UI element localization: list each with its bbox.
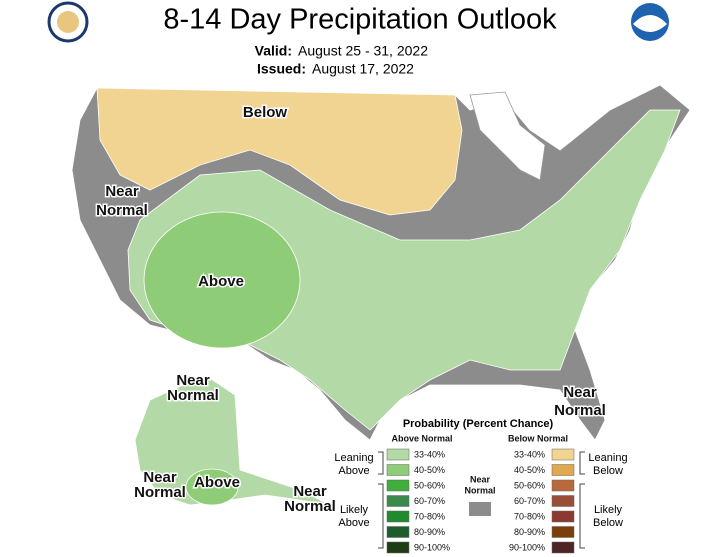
legend-swatch <box>386 448 410 461</box>
legend-swatch <box>551 541 575 554</box>
legend-swatch <box>386 479 410 492</box>
noaa-logo-wave <box>633 15 667 32</box>
legend-header: Below Normal <box>508 433 568 443</box>
doc-seal-center <box>57 11 79 33</box>
map-label: Near <box>293 483 327 500</box>
legend-swatch <box>551 448 575 461</box>
alaska-map <box>134 374 331 506</box>
legend-group: Normal <box>464 485 495 495</box>
legend-bin-label: 80-90% <box>514 527 545 537</box>
legend-group: Leaning <box>588 452 627 464</box>
great-lakes <box>469 91 546 181</box>
valid-label: Valid: <box>255 43 292 59</box>
legend-swatch <box>551 464 575 476</box>
legend-swatch <box>551 495 575 507</box>
legend-group: Leaning <box>334 452 373 464</box>
legend-group: Above <box>338 517 369 529</box>
legend-bin-label: 90-100% <box>414 542 450 552</box>
issued-label: Issued: <box>257 61 306 77</box>
legend-swatch <box>386 495 410 507</box>
conus-map <box>71 84 691 441</box>
alaska-leaning-above <box>134 374 331 506</box>
map-label: Normal <box>134 484 186 501</box>
legend-group: Below <box>593 517 623 529</box>
legend-bin-label: 60-70% <box>414 496 445 506</box>
valid-value: August 25 - 31, 2022 <box>298 43 428 59</box>
legend-group: Near <box>470 474 491 484</box>
map-label: Near <box>105 183 139 200</box>
legend-bin-label: 40-50% <box>514 465 545 475</box>
map-label: Below <box>243 104 288 121</box>
legend-title: Probability (Percent Chance) <box>403 418 554 430</box>
legend-swatch <box>386 464 410 476</box>
legend-bin-label: 40-50% <box>414 465 445 475</box>
legend-header: Above Normal <box>391 433 452 443</box>
map-label: Above <box>194 474 240 491</box>
legend-bin-label: 80-90% <box>414 527 445 537</box>
legend-bin-label: 33-40% <box>514 449 545 459</box>
map-label: Above <box>198 273 244 290</box>
legend-bin-label: 60-70% <box>514 496 545 506</box>
legend-swatch <box>551 526 575 538</box>
legend-swatch <box>386 510 410 523</box>
legend-bin-label: 33-40% <box>414 449 445 459</box>
legend-swatch <box>386 541 410 554</box>
map-label: Near <box>176 372 210 389</box>
legend-group: Above <box>338 465 369 477</box>
title: 8-14 Day Precipitation Outlook <box>163 4 557 36</box>
legend-bin-label: 50-60% <box>414 480 445 490</box>
map-label: Near <box>563 384 597 401</box>
legend-swatch <box>386 526 410 538</box>
legend-swatch <box>551 510 575 523</box>
legend-swatch <box>551 479 575 492</box>
near-normal-swatch <box>469 502 491 516</box>
legend-bin-label: 70-80% <box>414 511 445 521</box>
legend-group: Below <box>593 465 623 477</box>
issued-value: August 17, 2022 <box>312 61 414 77</box>
map-label: Normal <box>96 202 148 219</box>
bracket <box>579 451 585 549</box>
below-area <box>96 87 463 216</box>
legend: Probability (Percent Chance) Above Norma… <box>334 418 628 554</box>
bracket <box>378 451 384 549</box>
map-label: Normal <box>167 387 219 404</box>
legend-group: Likely <box>594 504 623 516</box>
map-label: Normal <box>554 402 606 419</box>
legend-bin-label: 50-60% <box>514 480 545 490</box>
map-label: Near <box>143 469 177 486</box>
legend-bin-label: 90-100% <box>509 542 545 552</box>
map-label: Normal <box>284 498 336 515</box>
alaska-above <box>185 468 239 506</box>
above-area <box>143 211 301 349</box>
legend-group: Likely <box>340 504 369 516</box>
legend-bin-label: 70-80% <box>514 511 545 521</box>
